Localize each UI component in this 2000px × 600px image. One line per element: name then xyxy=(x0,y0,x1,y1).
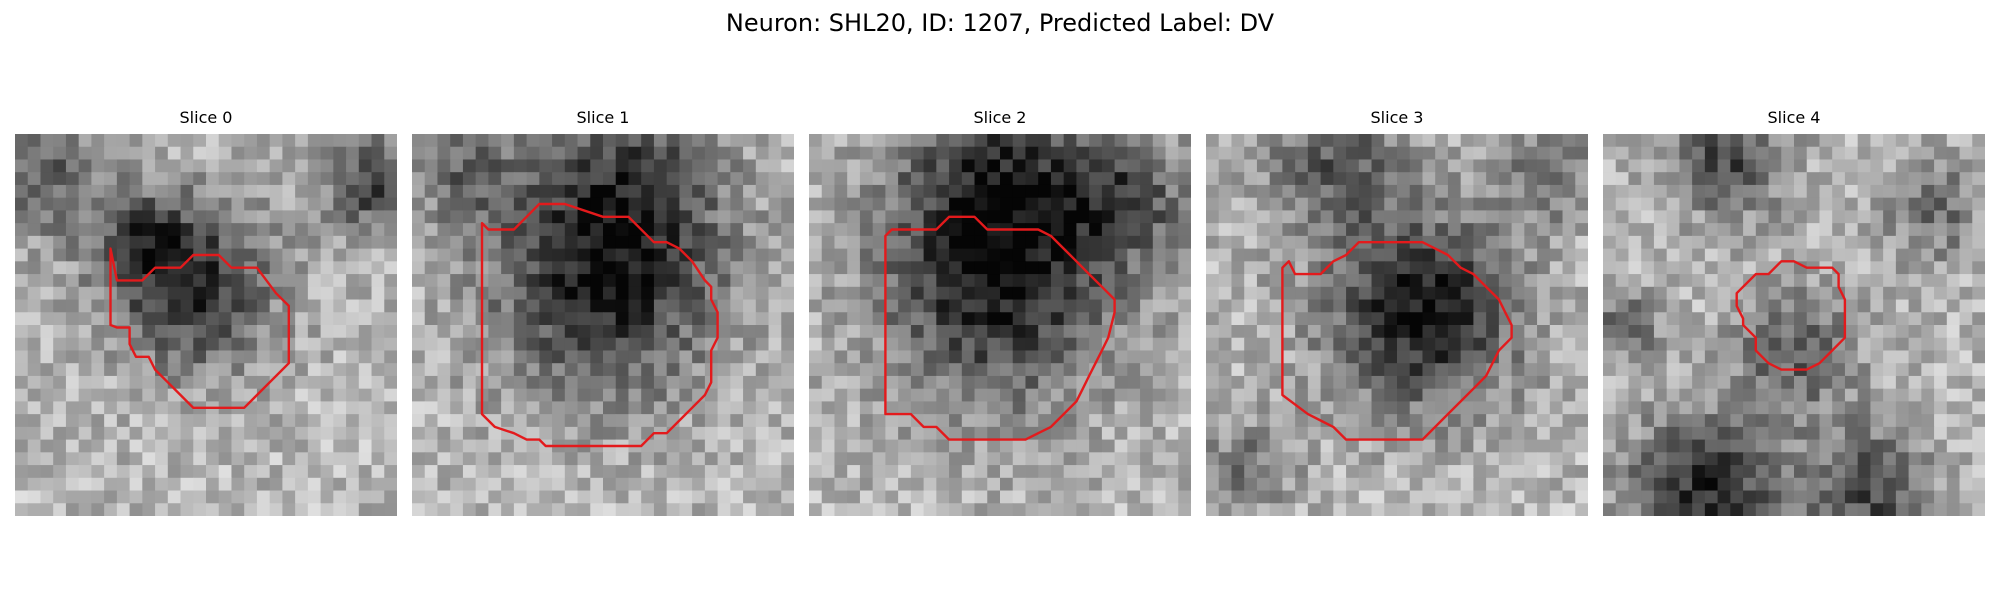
slice-title-3: Slice 3 xyxy=(1370,108,1424,127)
roi-contour-0 xyxy=(109,247,290,409)
slice-title-2: Slice 2 xyxy=(973,108,1027,127)
pixel-grid-4 xyxy=(1603,134,1985,516)
roi-contour-3 xyxy=(1281,240,1513,441)
slice-image-0 xyxy=(15,134,397,516)
slice-title-1: Slice 1 xyxy=(576,108,630,127)
slice-svg-3 xyxy=(1206,134,1588,516)
slice-svg-0 xyxy=(15,134,397,516)
pixel-grid-0 xyxy=(15,134,397,516)
pixel-grid-3 xyxy=(1206,134,1588,516)
slice-svg-4 xyxy=(1603,134,1985,516)
roi-contour-1 xyxy=(480,202,719,448)
roi-contour-4 xyxy=(1735,260,1847,371)
slice-title-4: Slice 4 xyxy=(1767,108,1821,127)
pixel-grid-1 xyxy=(412,134,794,516)
slice-svg-2 xyxy=(809,134,1191,516)
figure-title: Neuron: SHL20, ID: 1207, Predicted Label… xyxy=(725,9,1275,37)
roi-contour-2 xyxy=(884,215,1116,441)
slice-svg-1 xyxy=(412,134,794,516)
slice-image-4 xyxy=(1603,134,1985,516)
slice-image-3 xyxy=(1206,134,1588,516)
slice-title-0: Slice 0 xyxy=(179,108,233,127)
slice-image-2 xyxy=(809,134,1191,516)
pixel-grid-2 xyxy=(809,134,1191,516)
slice-image-1 xyxy=(412,134,794,516)
